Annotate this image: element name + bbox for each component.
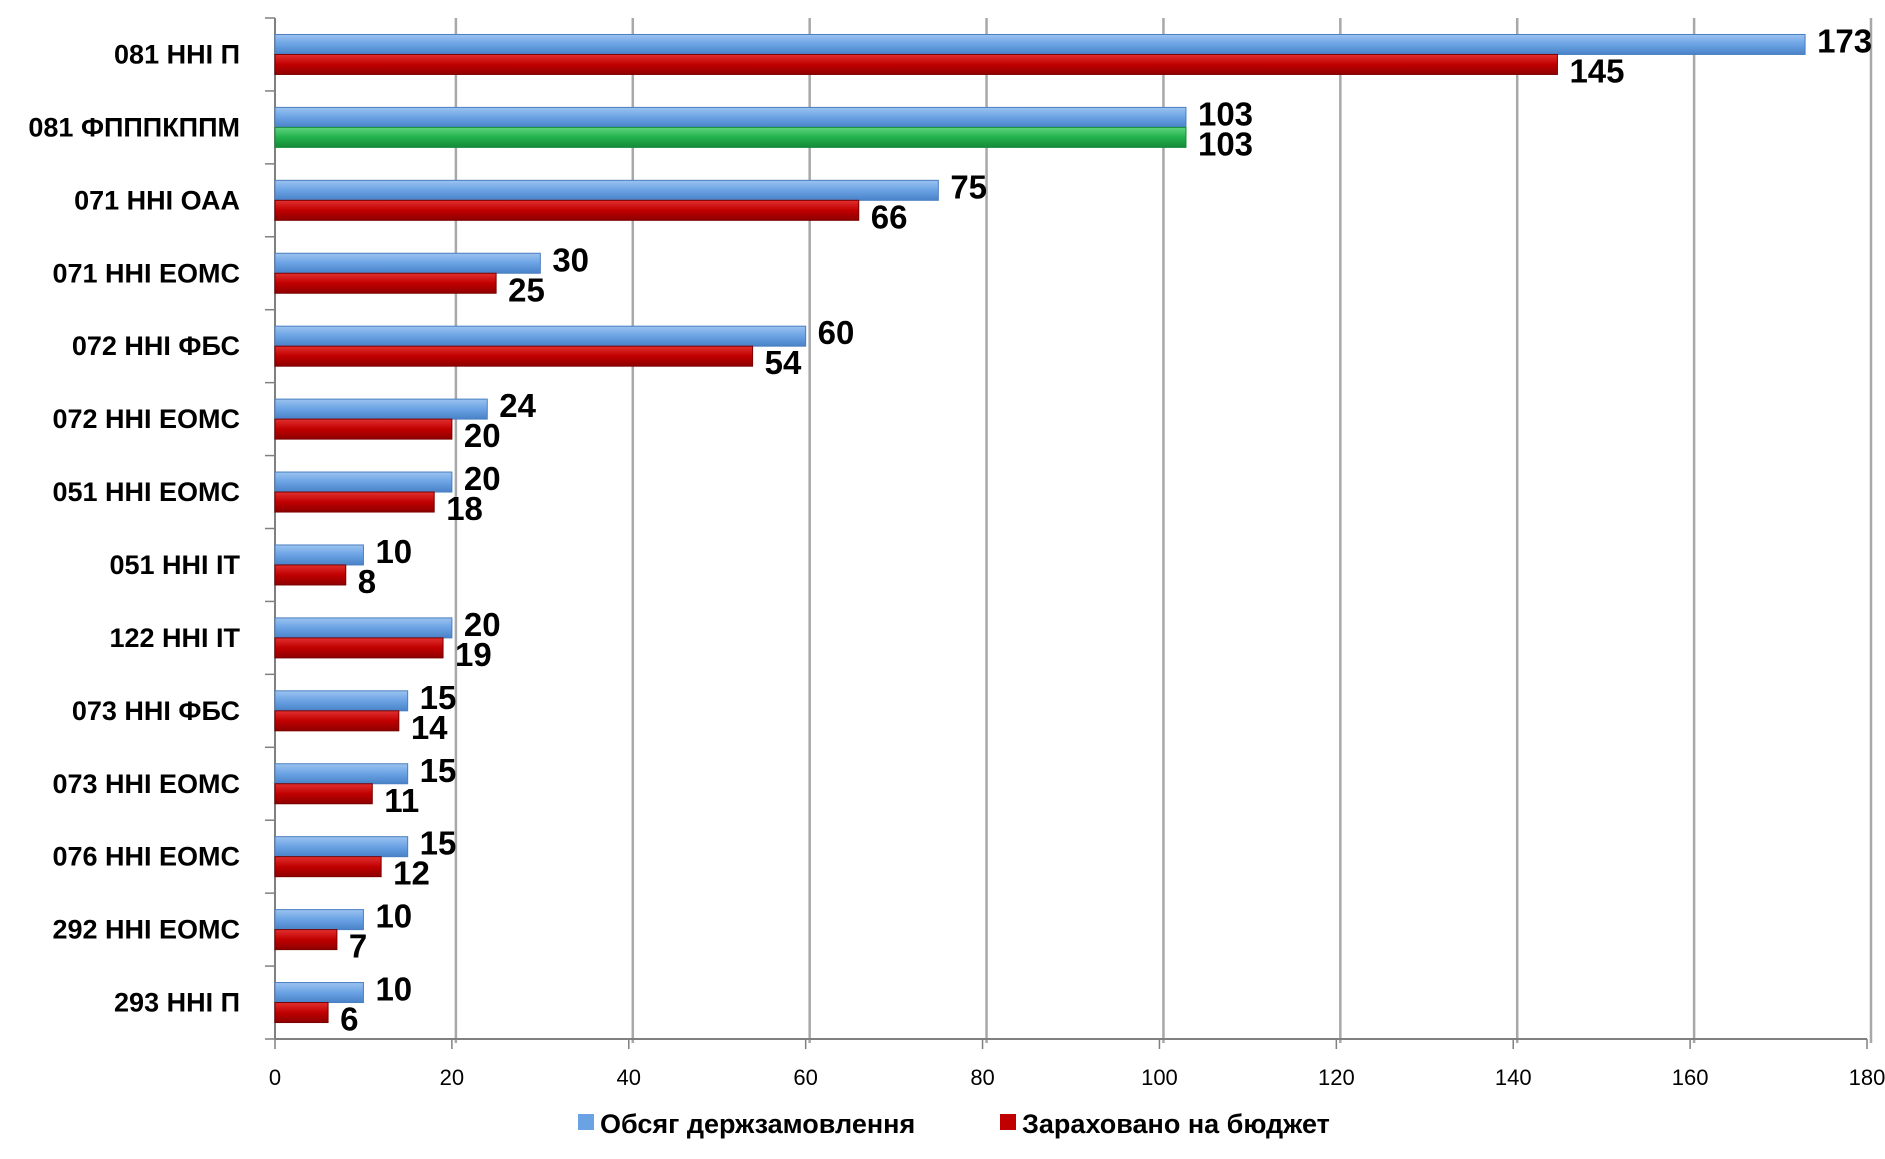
bar-series-1 bbox=[274, 617, 453, 639]
x-tick-label: 100 bbox=[1141, 1065, 1178, 1090]
x-tick-label: 60 bbox=[793, 1065, 817, 1090]
bar-series-1 bbox=[274, 690, 409, 712]
data-label-series-1: 60 bbox=[818, 314, 855, 351]
data-label-series-2: 25 bbox=[508, 271, 545, 308]
bar-series-2 bbox=[274, 418, 453, 440]
data-label-series-1: 20 bbox=[464, 606, 501, 643]
bars bbox=[274, 33, 1806, 1024]
legend: Обсяг держзамовлення Зараховано на бюджет bbox=[578, 1109, 1330, 1139]
category-label: 071 ННІ ЕОМС bbox=[52, 258, 240, 288]
category-label: 293 ННІ П bbox=[114, 988, 240, 1018]
bar-series-1 bbox=[274, 836, 409, 858]
bar-series-2 bbox=[274, 1002, 329, 1024]
bar-series-1 bbox=[274, 252, 541, 274]
data-label-series-1: 173 bbox=[1817, 22, 1872, 59]
bar-series-2 bbox=[274, 564, 347, 586]
bar-series-1 bbox=[274, 982, 364, 1004]
x-tick-label: 80 bbox=[970, 1065, 994, 1090]
x-tick-label: 140 bbox=[1495, 1065, 1532, 1090]
bar-series-1 bbox=[274, 325, 807, 347]
data-label-series-1: 10 bbox=[375, 898, 412, 935]
data-label-series-2: 54 bbox=[765, 344, 802, 381]
bar-series-1 bbox=[274, 398, 488, 420]
category-label: 076 ННІ ЕОМС bbox=[52, 842, 240, 872]
bar-series-2 bbox=[274, 491, 435, 513]
x-tick-label: 40 bbox=[617, 1065, 641, 1090]
data-label-series-1: 10 bbox=[375, 971, 412, 1008]
gridlines bbox=[454, 18, 1873, 1043]
bar-series-1 bbox=[274, 179, 939, 201]
data-label-series-1: 30 bbox=[552, 241, 589, 278]
x-tick-label: 20 bbox=[440, 1065, 464, 1090]
data-label-series-2: 14 bbox=[411, 709, 448, 746]
x-tick-label: 160 bbox=[1672, 1065, 1709, 1090]
bar-series-1 bbox=[274, 106, 1187, 128]
data-label-series-2: 7 bbox=[349, 928, 367, 965]
labels: 0 20 40 60 80 100 120 140 160 180 081 ННІ П 173 145 0… bbox=[28, 22, 1885, 1090]
category-label: 292 ННІ ЕОМС bbox=[52, 915, 240, 945]
data-label-series-1: 103 bbox=[1198, 95, 1253, 132]
bar-series-1 bbox=[274, 909, 364, 931]
bar-series-1 bbox=[274, 33, 1806, 55]
category-label: 072 ННІ ЕОМС bbox=[52, 404, 240, 434]
x-tick-label: 120 bbox=[1318, 1065, 1355, 1090]
bar-series-2 bbox=[274, 199, 860, 221]
data-label-series-1: 75 bbox=[950, 168, 987, 205]
legend-label-series-2: Зараховано на бюджет bbox=[1022, 1109, 1330, 1139]
bar-series-1 bbox=[274, 544, 364, 566]
data-label-series-1: 15 bbox=[420, 752, 457, 789]
bar-series-2 bbox=[274, 126, 1187, 148]
data-label-series-1: 15 bbox=[420, 825, 457, 862]
category-label: 073 ННІ ЕОМС bbox=[52, 769, 240, 799]
data-label-series-2: 19 bbox=[455, 636, 492, 673]
legend-label-series-1: Обсяг держзамовлення bbox=[600, 1109, 915, 1139]
category-label: 051 ННІ ІТ bbox=[109, 550, 240, 580]
data-label-series-2: 18 bbox=[446, 490, 483, 527]
x-tick-label: 180 bbox=[1849, 1065, 1885, 1090]
bar-series-2 bbox=[274, 856, 382, 878]
legend-symbol-series-2 bbox=[1000, 1114, 1016, 1130]
data-label-series-2: 6 bbox=[340, 1001, 358, 1038]
data-label-series-1: 20 bbox=[464, 460, 501, 497]
x-tick-label: 0 bbox=[269, 1065, 281, 1090]
category-label: 073 ННІ ФБС bbox=[72, 696, 240, 726]
bar-series-2 bbox=[274, 710, 400, 732]
bar-series-1 bbox=[274, 471, 453, 493]
data-label-series-2: 12 bbox=[393, 855, 430, 892]
bar-series-1 bbox=[274, 763, 409, 785]
data-label-series-2: 11 bbox=[384, 782, 419, 819]
bar-series-2 bbox=[274, 272, 497, 294]
category-label: 051 ННІ ЕОМС bbox=[52, 477, 240, 507]
bar-series-2 bbox=[274, 53, 1558, 75]
data-label-series-1: 24 bbox=[499, 387, 536, 424]
data-label-series-1: 10 bbox=[375, 533, 412, 570]
data-label-series-2: 20 bbox=[464, 417, 501, 454]
bar-series-2 bbox=[274, 345, 754, 367]
data-label-series-2: 8 bbox=[358, 563, 376, 600]
bar-series-2 bbox=[274, 783, 373, 805]
bar-series-2 bbox=[274, 929, 338, 951]
category-label: 122 ННІ ІТ bbox=[109, 623, 240, 653]
data-label-series-1: 15 bbox=[420, 679, 457, 716]
axes bbox=[265, 17, 1868, 1049]
category-label: 072 ННІ ФБС bbox=[72, 331, 240, 361]
legend-symbol-series-1 bbox=[578, 1114, 594, 1130]
category-label: 081 ФПППКППМ bbox=[28, 112, 240, 142]
category-label: 081 ННІ П bbox=[114, 39, 240, 69]
data-label-series-2: 145 bbox=[1569, 52, 1624, 89]
data-label-series-2: 103 bbox=[1198, 125, 1253, 162]
bar-series-2 bbox=[274, 637, 444, 659]
category-label: 071 ННІ ОАА bbox=[74, 185, 240, 215]
data-label-series-2: 66 bbox=[871, 198, 908, 235]
